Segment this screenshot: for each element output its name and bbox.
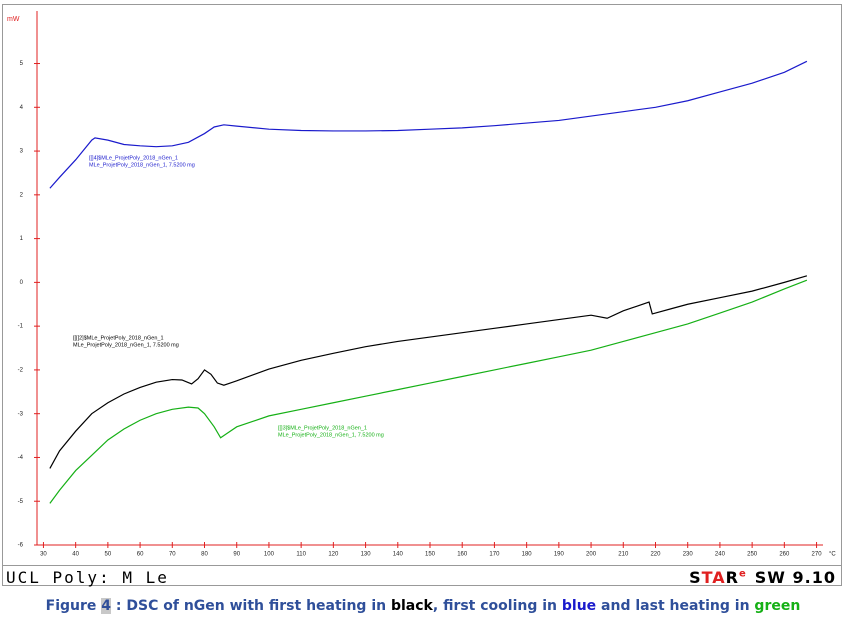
x-tick-label: 200 xyxy=(586,552,597,558)
series-line xyxy=(49,60,808,189)
series-label: MLe_ProjetPoly_2018_nGen_1, 7.5200 mg xyxy=(73,342,179,348)
y-tick-label: -2 xyxy=(18,367,24,373)
y-tick-label: 5 xyxy=(20,61,24,67)
x-tick-label: 100 xyxy=(264,552,275,558)
brand-letter: TA xyxy=(701,568,726,587)
x-tick-label: 120 xyxy=(328,552,339,558)
caption-part: and last heating in xyxy=(596,598,755,614)
caption-part: 4 xyxy=(101,598,112,614)
x-tick-label: 170 xyxy=(489,552,500,558)
brand-sup: e xyxy=(738,568,747,580)
x-tick-label: 220 xyxy=(650,552,661,558)
caption-part: blue xyxy=(561,598,597,614)
x-tick-label: 110 xyxy=(296,552,306,558)
x-tick-label: 70 xyxy=(169,552,176,558)
x-tick-label: 250 xyxy=(747,552,758,558)
y-axis-label: mW xyxy=(7,16,20,23)
x-tick-label: 50 xyxy=(105,552,112,558)
x-tick-label: 210 xyxy=(618,552,629,558)
chart-frame: mW -6 -5 -4 -3 -2 -1 0 1 2 3 4 5 30 40 50 60 70 80 90 100 11… xyxy=(2,4,842,586)
caption-part: black xyxy=(390,598,433,614)
y-tick-label: 2 xyxy=(20,192,24,198)
x-tick-label: 90 xyxy=(233,552,240,558)
x-tick-label: 140 xyxy=(393,552,404,558)
x-tick-label: 80 xyxy=(201,552,208,558)
caption-part: : DSC of nGen with first heating in xyxy=(111,598,391,614)
series-label: [[]3]$MLe_ProjetPoly_2018_nGen_1 xyxy=(278,425,367,431)
footer-brand: STARe SW 9.10 xyxy=(689,568,836,587)
x-axis-label: °C xyxy=(829,552,836,558)
caption-part: Figure xyxy=(45,598,102,614)
series-line xyxy=(49,279,808,504)
x-tick-label: 160 xyxy=(457,552,468,558)
series-label: MLe_ProjetPoly_2018_nGen_1, 7.5200 mg xyxy=(89,162,195,168)
caption-part: green xyxy=(754,598,801,614)
x-tick-label: 30 xyxy=(40,552,47,558)
footer: UCL Poly: M Le STARe SW 9.10 xyxy=(2,565,842,587)
y-tick-label: -4 xyxy=(18,455,24,461)
x-tick-label: 130 xyxy=(361,552,372,558)
caption-part: , first cooling in xyxy=(432,598,562,614)
footer-left: UCL Poly: M Le xyxy=(6,568,169,587)
brand-version: SW 9.10 xyxy=(754,568,836,587)
y-tick-label: 4 xyxy=(20,105,24,111)
y-tick-label: -5 xyxy=(18,499,24,505)
y-tick-label: -6 xyxy=(18,543,24,549)
x-tick-label: 230 xyxy=(683,552,694,558)
y-tick-label: 3 xyxy=(20,149,24,155)
x-tick-label: 60 xyxy=(137,552,144,558)
x-tick-label: 190 xyxy=(554,552,565,558)
caption: Figure 4 : DSC of nGen with first heatin… xyxy=(0,598,846,614)
series-label: MLe_ProjetPoly_2018_nGen_1, 7.5200 mg xyxy=(278,432,384,438)
brand-letter: S xyxy=(689,568,702,587)
series-line xyxy=(49,275,808,469)
y-tick-label: -3 xyxy=(18,411,24,417)
series-label: [[]4]$MLe_ProjetPoly_2018_nGen_1 xyxy=(89,155,178,161)
x-tick-label: 240 xyxy=(715,552,726,558)
x-tick-label: 40 xyxy=(72,552,79,558)
chart: mW -6 -5 -4 -3 -2 -1 0 1 2 3 4 5 30 40 50 60 70 80 90 100 11… xyxy=(7,11,836,558)
x-tick-label: 260 xyxy=(779,552,790,558)
brand-letter: R xyxy=(725,568,739,587)
y-tick-label: -1 xyxy=(18,324,24,330)
y-tick-label: 0 xyxy=(20,280,24,286)
x-tick-label: 180 xyxy=(522,552,533,558)
x-tick-label: 150 xyxy=(425,552,436,558)
series-label: [[[[2]$MLe_ProjetPoly_2018_nGen_1 xyxy=(73,335,164,341)
x-tick-label: 270 xyxy=(812,552,823,558)
y-tick-label: 1 xyxy=(20,236,24,242)
